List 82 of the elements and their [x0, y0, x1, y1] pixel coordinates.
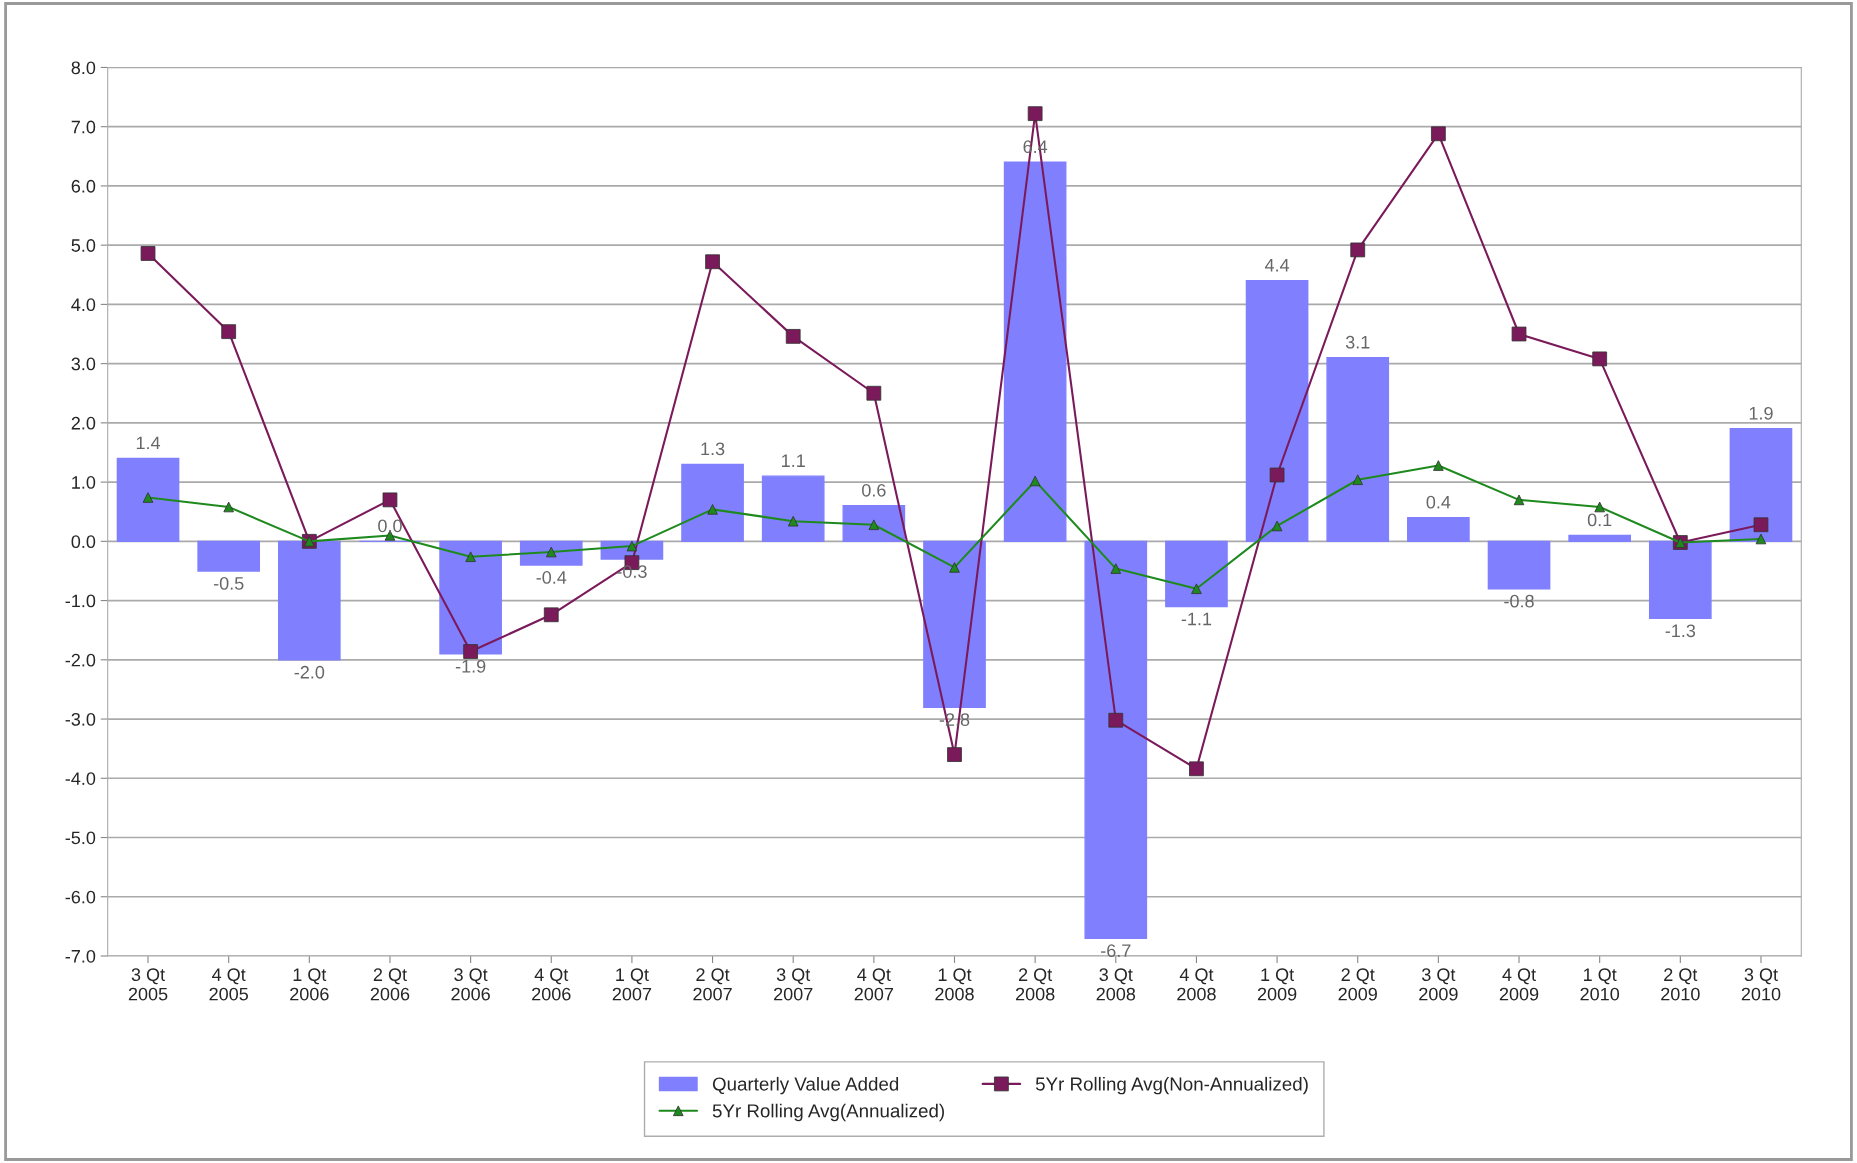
- bar: [681, 463, 744, 543]
- bar: [1165, 540, 1228, 608]
- x-tick-label: 4 Qt 2006: [532, 968, 571, 1001]
- y-tick-label: 5.0: [71, 239, 96, 252]
- data-label: 1.3: [701, 442, 725, 456]
- legend-label: 5Yr Rolling Avg(Annualized): [712, 1103, 944, 1122]
- x-tick-label: 4 Qt 2007: [854, 968, 894, 1001]
- legend-label: 5Yr Rolling Avg(Non-Annualized): [1035, 1076, 1308, 1095]
- point: [866, 385, 882, 401]
- bar: [1084, 540, 1148, 939]
- bar: [1648, 540, 1712, 620]
- data-label: 4.4: [1264, 258, 1290, 272]
- data-label: -6.7: [1101, 944, 1131, 958]
- bar: [1568, 534, 1632, 543]
- x-tick-label: 3 Qt 2009: [1419, 968, 1458, 1001]
- x-tick-label: 3 Qt 2005: [128, 968, 168, 1001]
- point: [785, 329, 801, 344]
- x-tick-label: 1 Qt 2006: [290, 968, 329, 1001]
- legend-label: Quarterly Value Added: [712, 1076, 899, 1095]
- bar: [1003, 161, 1067, 543]
- point: [1269, 467, 1285, 483]
- x-tick-label: 3 Qt 2010: [1741, 968, 1781, 1001]
- y-tick-label: -4.0: [65, 772, 96, 785]
- y-tick-label: 1.0: [72, 476, 96, 489]
- x-tick-label: 3 Qt 2006: [451, 968, 490, 1001]
- y-tick-label: -3.0: [65, 712, 96, 726]
- x-tick-label: 4 Qt 2005: [209, 968, 248, 1001]
- y-tick-label: 2.0: [71, 416, 96, 430]
- data-label: 0.1: [1587, 513, 1612, 527]
- y-tick-label: 3.0: [71, 357, 96, 371]
- point: [1108, 712, 1124, 728]
- y-tick-label: 4.0: [71, 298, 96, 312]
- x-tick-label: 4 Qt 2009: [1499, 968, 1539, 1001]
- bar: [277, 540, 341, 661]
- y-tick-label: -5.0: [65, 831, 96, 845]
- bar: [1487, 540, 1551, 590]
- bar: [761, 475, 825, 543]
- y-tick-label: -2.0: [65, 653, 96, 667]
- x-tick-label: 1 Qt 2009: [1257, 968, 1297, 1001]
- x-tick-label: 2 Qt 2007: [693, 968, 732, 1001]
- bar: [116, 457, 180, 543]
- y-tick-label: 6.0: [71, 179, 96, 193]
- data-label: 0.6: [862, 483, 886, 497]
- point: [543, 607, 559, 623]
- data-label: 0.0: [378, 519, 402, 533]
- y-tick-label: -7.0: [65, 949, 96, 963]
- bar: [1407, 516, 1470, 543]
- data-label: 3.1: [1345, 335, 1370, 349]
- bar: [1326, 357, 1390, 543]
- data-label: -1.9: [455, 659, 486, 673]
- x-tick-label: 1 Qt 2010: [1580, 968, 1620, 1001]
- data-label: 1.9: [1749, 406, 1773, 420]
- data-label: 1.1: [782, 454, 805, 467]
- y-tick-label: -6.0: [65, 890, 96, 904]
- bar: [439, 540, 502, 655]
- bar: [1245, 280, 1309, 543]
- y-tick-label: 0.0: [71, 535, 96, 549]
- bar: [1729, 428, 1793, 543]
- x-tick-label: 1 Qt 2007: [612, 968, 652, 1001]
- data-label: -1.3: [1665, 624, 1696, 638]
- x-tick-label: 3 Qt 2008: [1096, 968, 1136, 1001]
- x-tick-label: 4 Qt 2008: [1177, 968, 1216, 1001]
- data-label: -2.0: [294, 665, 325, 679]
- y-tick-label: 7.0: [71, 120, 96, 134]
- bar: [197, 540, 261, 572]
- x-tick-label: 2 Qt 2009: [1338, 968, 1377, 1001]
- bar: [923, 540, 986, 708]
- data-label: 1.4: [136, 436, 161, 450]
- point: [1592, 351, 1608, 367]
- data-label: -1.1: [1181, 612, 1212, 626]
- data-label: 0.4: [1426, 495, 1451, 509]
- x-tick-label: 2 Qt 2008: [1015, 968, 1055, 1001]
- x-tick-label: 2 Qt 2006: [370, 968, 410, 1001]
- point: [1352, 474, 1364, 486]
- x-tick-label: 2 Qt 2010: [1661, 968, 1700, 1001]
- y-tick-label: 8.0: [71, 61, 96, 75]
- data-label: -0.4: [536, 571, 567, 584]
- x-tick-label: 3 Qt 2007: [774, 968, 813, 1001]
- x-tick-label: 1 Qt 2008: [935, 968, 974, 1001]
- data-label: -0.5: [213, 576, 244, 590]
- point: [1189, 761, 1204, 777]
- y-tick-label: -1.0: [65, 594, 96, 608]
